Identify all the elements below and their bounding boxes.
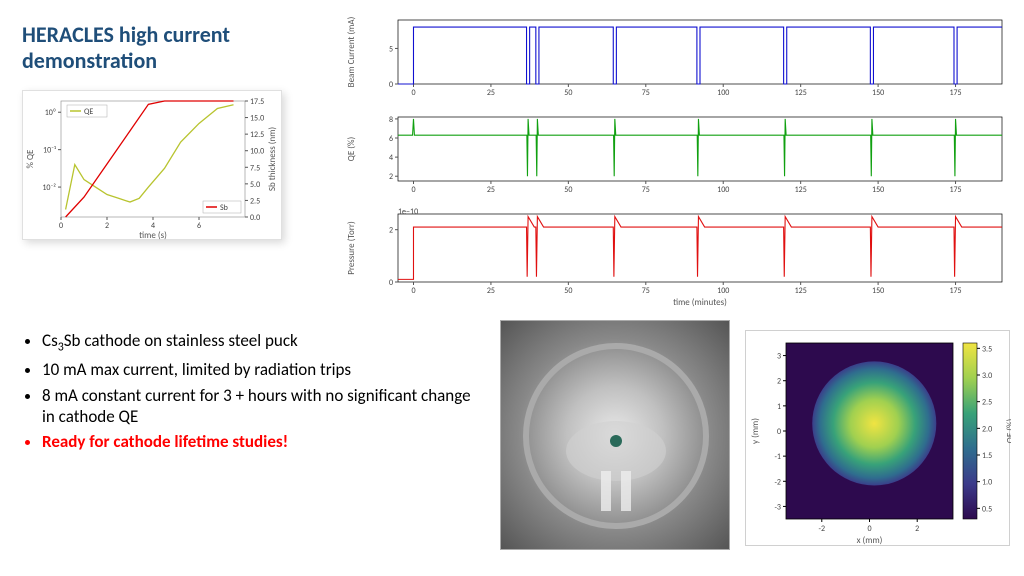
- svg-text:0.0: 0.0: [250, 213, 260, 223]
- svg-text:3.0: 3.0: [982, 371, 992, 381]
- svg-text:0: 0: [411, 185, 415, 195]
- svg-text:100: 100: [717, 185, 729, 195]
- svg-text:12.5: 12.5: [250, 130, 264, 140]
- svg-text:150: 150: [872, 286, 884, 296]
- bullet-item: Cs3Sb cathode on stainless steel puck: [42, 330, 482, 355]
- svg-text:1: 1: [777, 402, 781, 412]
- cathode-chamber-photo: [500, 320, 730, 550]
- svg-text:10⁰: 10⁰: [45, 108, 56, 118]
- svg-text:-1: -1: [774, 452, 781, 462]
- time-series-panel: 0 25 50 75 100 125 150 175 0 5 Beam Current (mA) 0…: [340, 14, 1010, 294]
- svg-text:50: 50: [564, 185, 572, 195]
- svg-text:y (mm): y (mm): [750, 418, 761, 444]
- svg-text:175: 175: [949, 286, 961, 296]
- svg-text:25: 25: [487, 185, 495, 195]
- svg-text:10⁻¹: 10⁻¹: [43, 146, 56, 156]
- svg-text:x (mm): x (mm): [857, 535, 883, 546]
- pressure-chart: 0 25 50 75 100 125 150 175 time (minutes) 0 2 Press…: [340, 208, 1010, 313]
- bullet-list: Cs3Sb cathode on stainless steel puck 10 …: [22, 330, 482, 456]
- svg-text:2: 2: [389, 226, 393, 236]
- svg-text:10⁻²: 10⁻²: [42, 183, 56, 193]
- svg-text:2: 2: [777, 377, 781, 387]
- svg-text:75: 75: [642, 286, 650, 296]
- svg-text:50: 50: [564, 286, 572, 296]
- svg-text:2.5: 2.5: [982, 398, 992, 408]
- bullet-item: 8 mA constant current for 3 + hours with…: [42, 385, 482, 428]
- svg-text:17.5: 17.5: [250, 97, 264, 107]
- svg-text:150: 150: [872, 185, 884, 195]
- svg-text:100: 100: [717, 286, 729, 296]
- svg-text:5: 5: [389, 44, 393, 54]
- svg-text:100: 100: [717, 88, 729, 98]
- svg-text:0: 0: [389, 80, 393, 90]
- svg-text:2: 2: [105, 221, 109, 231]
- svg-text:QE: QE: [84, 107, 93, 117]
- svg-text:175: 175: [949, 88, 961, 98]
- svg-text:Sb thickness (nm): Sb thickness (nm): [267, 127, 278, 192]
- svg-text:125: 125: [795, 88, 807, 98]
- svg-text:150: 150: [872, 88, 884, 98]
- svg-text:6: 6: [389, 134, 393, 144]
- svg-text:75: 75: [642, 88, 650, 98]
- svg-text:4: 4: [389, 153, 393, 163]
- svg-text:7.5: 7.5: [250, 163, 260, 173]
- svg-text:QE (%): QE (%): [1005, 419, 1011, 444]
- svg-text:2: 2: [915, 524, 919, 534]
- svg-text:6: 6: [197, 221, 201, 231]
- svg-text:15.0: 15.0: [250, 114, 264, 124]
- svg-text:1.5: 1.5: [982, 451, 992, 461]
- svg-text:125: 125: [795, 286, 807, 296]
- svg-text:time (s): time (s): [139, 230, 167, 241]
- svg-text:-3: -3: [774, 502, 781, 512]
- svg-text:75: 75: [642, 185, 650, 195]
- svg-text:175: 175: [949, 185, 961, 195]
- svg-text:% QE: % QE: [25, 149, 36, 169]
- svg-text:0: 0: [389, 278, 393, 288]
- svg-text:-2: -2: [819, 524, 826, 534]
- svg-text:50: 50: [564, 88, 572, 98]
- svg-text:125: 125: [795, 185, 807, 195]
- svg-text:0: 0: [59, 221, 63, 231]
- beam-current-chart: 0 25 50 75 100 125 150 175 0 5 Beam Current (mA): [340, 14, 1010, 103]
- page-title: HERACLES high current demonstration: [22, 22, 302, 75]
- svg-text:2: 2: [389, 172, 393, 182]
- svg-text:Beam Current (mA): Beam Current (mA): [346, 16, 357, 87]
- svg-text:time (minutes): time (minutes): [673, 297, 727, 308]
- svg-text:8: 8: [389, 115, 393, 125]
- qe-heatmap: -2 0 2 -3 -2 -1 0 1 2 3 x (mm) y (mm) 0.5 1.0 1.5 2.0 2.…: [745, 330, 1010, 546]
- svg-text:25: 25: [487, 286, 495, 296]
- svg-text:10.0: 10.0: [250, 147, 264, 157]
- svg-text:Pressure (Torr): Pressure (Torr): [346, 221, 357, 275]
- svg-text:0: 0: [867, 524, 871, 534]
- svg-text:3.5: 3.5: [982, 344, 992, 354]
- qe-sb-chart: 0246time (s)10⁻²10⁻¹10⁰% QE0.02.55.07.51…: [22, 90, 282, 240]
- svg-text:0: 0: [411, 88, 415, 98]
- svg-text:QE (%): QE (%): [346, 137, 357, 162]
- svg-text:0: 0: [777, 427, 781, 437]
- svg-text:1.0: 1.0: [982, 478, 992, 488]
- svg-text:2.0: 2.0: [982, 424, 992, 434]
- bullet-item: 10 mA max current, limited by radiation …: [42, 359, 482, 380]
- svg-text:1e−10: 1e−10: [398, 208, 418, 217]
- svg-text:5.0: 5.0: [250, 180, 260, 190]
- svg-text:3: 3: [777, 352, 781, 362]
- bullet-item: Ready for cathode lifetime studies!: [42, 431, 482, 452]
- svg-text:0: 0: [411, 286, 415, 296]
- svg-text:Sb: Sb: [220, 203, 228, 213]
- svg-text:-2: -2: [774, 477, 781, 487]
- svg-text:0.5: 0.5: [982, 504, 992, 514]
- svg-text:2.5: 2.5: [250, 196, 260, 206]
- svg-text:25: 25: [487, 88, 495, 98]
- qe-percent-chart: 0 25 50 75 100 125 150 175 2 4 6 8 QE (%): [340, 111, 1010, 200]
